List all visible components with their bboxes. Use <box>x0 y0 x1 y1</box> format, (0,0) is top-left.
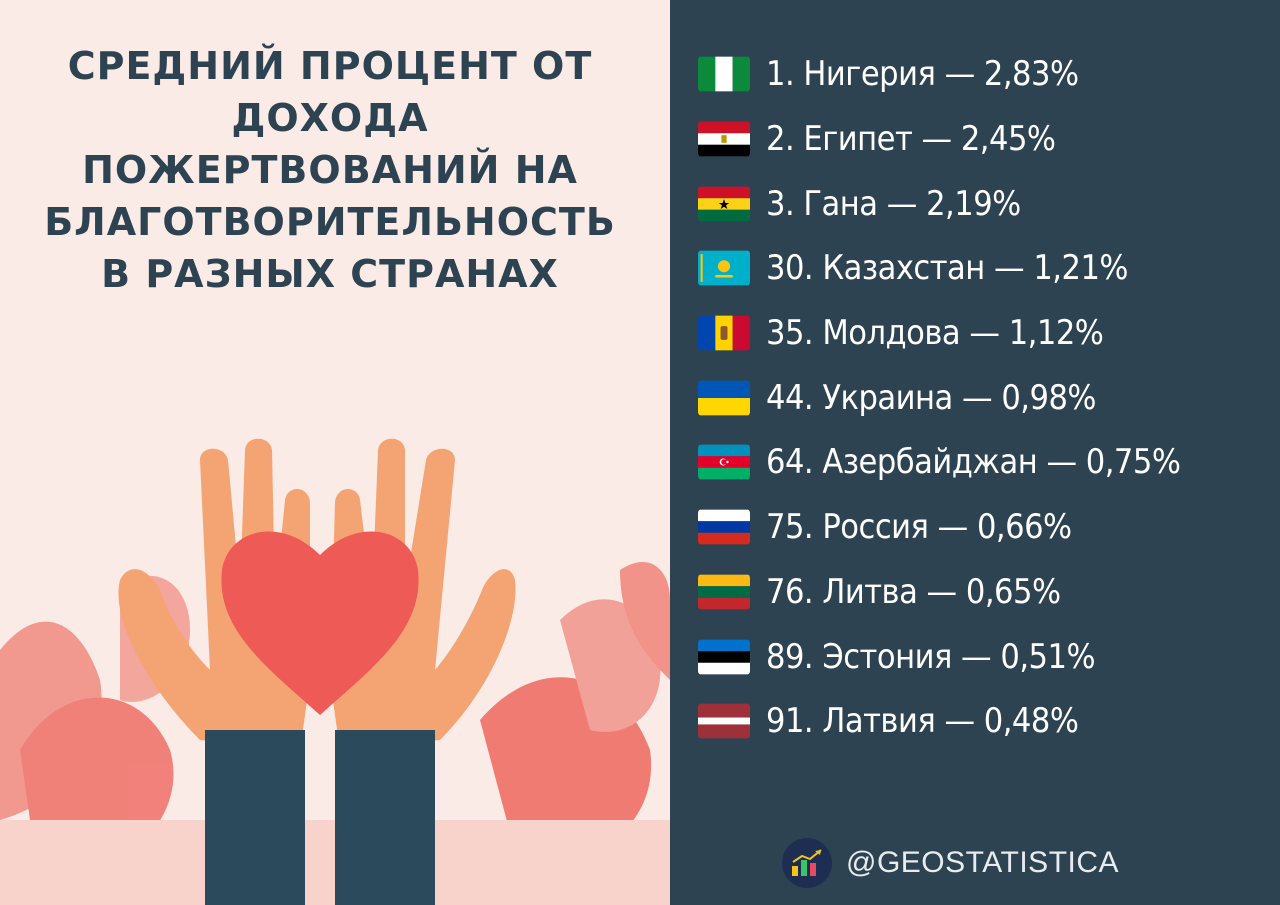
ranking-text: 89. Эстония — 0,51% <box>766 636 1096 677</box>
rank: 3. <box>766 183 795 224</box>
rank: 75. <box>766 507 814 548</box>
percent-value: 0,66% <box>976 507 1072 548</box>
rank: 35. <box>766 313 814 354</box>
moldova-flag-icon <box>698 315 750 351</box>
ukraine-flag-icon <box>698 380 750 416</box>
country-name: Нигерия <box>803 54 936 95</box>
egypt-flag-icon <box>698 121 750 157</box>
ranking-text: 2. Египет — 2,45% <box>766 119 1056 160</box>
list-item: 1. Нигерия — 2,83% <box>698 42 1180 107</box>
rank: 44. <box>766 377 814 418</box>
percent-value: 0,98% <box>1001 377 1096 418</box>
rank: 91. <box>766 701 814 742</box>
list-item: 64. Азербайджан — 0,75% <box>698 430 1181 495</box>
rank: 1. <box>766 54 795 95</box>
rank: 89. <box>766 636 814 677</box>
credit: @GEOSTATISTICA <box>782 838 1119 888</box>
title-line: СРЕДНИЙ ПРОЦЕНТ ОТ <box>67 44 593 88</box>
list-item: 2. Египет — 2,45% <box>698 107 1180 172</box>
percent-value: 0,51% <box>1000 636 1096 677</box>
percent-value: 0,65% <box>965 571 1061 612</box>
right-sleeve <box>335 730 435 905</box>
rank: 2. <box>766 119 795 160</box>
bar-chart-logo-icon <box>782 838 832 888</box>
heart-icon <box>221 531 419 715</box>
left-hand <box>118 438 310 750</box>
left-sleeve <box>205 730 305 905</box>
credit-handle: @GEOSTATISTICA <box>846 846 1120 879</box>
latvia-flag-icon <box>698 703 750 739</box>
country-name: Литва <box>822 571 918 612</box>
title-line: ДОХОДА <box>231 96 429 140</box>
right-hand <box>330 438 516 750</box>
list-item: 89. Эстония — 0,51% <box>698 624 1180 689</box>
percent-value: 2,19% <box>926 183 1021 224</box>
list-item: 3. Гана — 2,19% <box>698 171 1180 236</box>
percent-value: 1,12% <box>1008 313 1104 354</box>
title-line: ПОЖЕРТВОВАНИЙ НА <box>82 148 578 192</box>
country-name: Казахстан <box>822 248 985 289</box>
country-name: Азербайджан <box>822 442 1038 483</box>
nigeria-flag-icon <box>698 57 750 92</box>
rank: 76. <box>766 571 814 612</box>
ranking-text: 76. Литва — 0,65% <box>766 571 1061 612</box>
list-item: 44. Украина — 0,98% <box>698 365 1180 430</box>
list-item: 76. Литва — 0,65% <box>698 560 1180 625</box>
ranking-text: 44. Украина — 0,98% <box>766 377 1096 418</box>
left-panel: СРЕДНИЙ ПРОЦЕНТ ОТ ДОХОДА ПОЖЕРТВОВАНИЙ … <box>0 0 670 905</box>
ranking-text: 35. Молдова — 1,12% <box>766 313 1104 354</box>
russia-flag-icon <box>698 509 750 545</box>
list-item: 91. Латвия — 0,48% <box>698 689 1180 754</box>
ranking-text: 3. Гана — 2,19% <box>766 183 1021 224</box>
kazakhstan-flag-icon <box>698 251 750 286</box>
page-title: СРЕДНИЙ ПРОЦЕНТ ОТ ДОХОДА ПОЖЕРТВОВАНИЙ … <box>0 40 660 300</box>
title-line: БЛАГОТВОРИТЕЛЬНОСТЬ <box>44 200 616 244</box>
list-item: 75. Россия — 0,66% <box>698 495 1180 560</box>
country-name: Гана <box>803 183 878 224</box>
percent-value: 0,75% <box>1085 442 1181 483</box>
country-name: Египет <box>803 119 913 160</box>
rank: 64. <box>766 442 814 483</box>
list-item: 35. Молдова — 1,12% <box>698 301 1180 366</box>
percent-value: 0,48% <box>983 701 1079 742</box>
percent-value: 2,83% <box>983 54 1079 95</box>
country-name: Молдова <box>822 313 961 354</box>
list-item: 30. Казахстан — 1,21% <box>698 236 1180 301</box>
ranking-panel: 1. Нигерия — 2,83% 2. Египет — 2,45% 3. … <box>670 0 1280 905</box>
ranking-text: 1. Нигерия — 2,83% <box>766 54 1079 95</box>
country-name: Латвия <box>822 701 936 742</box>
title-line: В РАЗНЫХ СТРАНАХ <box>101 252 559 296</box>
ranking-text: 64. Азербайджан — 0,75% <box>766 442 1181 483</box>
ranking-text: 91. Латвия — 0,48% <box>766 701 1079 742</box>
hands-heart-illustration <box>0 438 670 905</box>
percent-value: 1,21% <box>1033 248 1128 289</box>
rank: 30. <box>766 248 814 289</box>
lithuania-flag-icon <box>698 574 750 610</box>
percent-value: 2,45% <box>960 119 1056 160</box>
ranking-list: 1. Нигерия — 2,83% 2. Египет — 2,45% 3. … <box>698 42 1181 754</box>
ranking-text: 30. Казахстан — 1,21% <box>766 248 1128 289</box>
estonia-flag-icon <box>698 639 750 674</box>
ghana-flag-icon <box>698 186 750 222</box>
ranking-text: 75. Россия — 0,66% <box>766 507 1072 548</box>
country-name: Россия <box>822 507 929 548</box>
country-name: Украина <box>822 377 953 418</box>
azerbaijan-flag-icon <box>698 445 750 480</box>
country-name: Эстония <box>822 636 952 677</box>
